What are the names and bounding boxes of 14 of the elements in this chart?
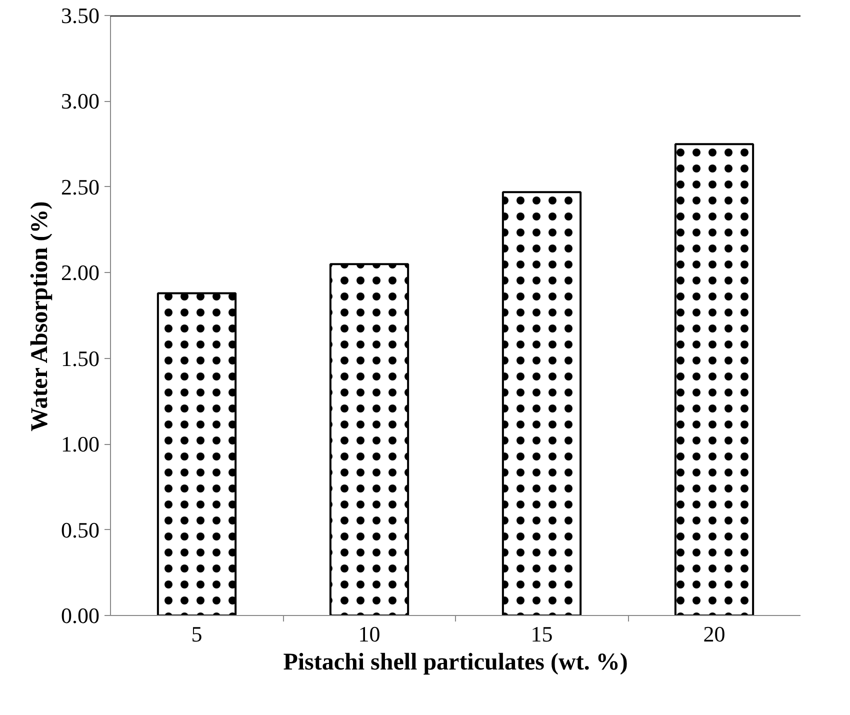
y-tick-label: 3.00: [61, 88, 100, 114]
y-tick-label: 1.00: [61, 432, 100, 457]
x-tick-label: 5: [191, 622, 202, 646]
y-axis-title: Water Absorption (%): [27, 201, 53, 432]
x-tick-label: 20: [703, 622, 726, 646]
x-axis-title: Pistachi shell particulates (wt. %): [283, 650, 628, 676]
x-tick-label: 15: [530, 622, 553, 646]
y-tick-label: 2.00: [61, 260, 100, 286]
y-tick-label: 2.50: [61, 174, 100, 200]
y-tick-label: 0.50: [61, 517, 100, 542]
y-tick-label: 0.00: [61, 603, 100, 628]
y-tick-label: 3.50: [61, 3, 100, 28]
x-tick-label: 10: [358, 622, 380, 646]
y-tick-label: 1.50: [61, 346, 100, 371]
